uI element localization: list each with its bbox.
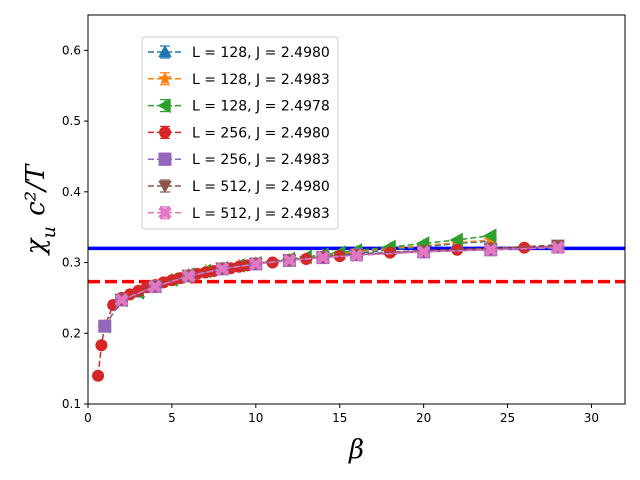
y-axis-label-sub: u [38, 226, 60, 238]
data-point [282, 253, 297, 268]
legend-marker [158, 44, 172, 58]
legend-label: L = 128, J = 2.4978 [192, 99, 330, 115]
legend-marker [158, 206, 172, 220]
legend-label: L = 256, J = 2.4980 [192, 125, 330, 141]
data-point [484, 243, 498, 257]
series-layer [92, 228, 565, 382]
data-point [449, 232, 463, 248]
legend-label: L = 128, J = 2.4980 [192, 45, 330, 61]
x-axis-ticks: 0 5 10 15 20 25 30 [84, 404, 599, 425]
y-tick-label: 0.6 [62, 43, 81, 57]
legend-entry: L = 512, J = 2.4980 [148, 179, 330, 195]
data-point [98, 319, 112, 333]
data-point [416, 245, 431, 259]
data-point [92, 369, 105, 382]
x-tick-label: 30 [584, 411, 599, 425]
data-point [215, 262, 230, 276]
legend-label: L = 128, J = 2.4983 [192, 72, 330, 88]
data-point [148, 279, 162, 294]
y-tick-label: 0.1 [62, 397, 81, 411]
x-tick-label: 25 [500, 411, 515, 425]
x-tick-label: 0 [84, 411, 92, 425]
series-7 [114, 240, 565, 307]
y-axis-label-rest: c²/T [21, 163, 51, 224]
data-point [249, 257, 263, 271]
data-point [95, 339, 108, 352]
legend-box [141, 36, 339, 230]
data-point [114, 293, 129, 307]
y-axis-ticks: 0.1 0.2 0.3 0.4 0.5 0.6 [62, 43, 88, 411]
legend-marker [157, 98, 171, 113]
legend-marker [158, 180, 172, 194]
legend-marker [158, 71, 172, 85]
legend-label: L = 512, J = 2.4980 [192, 179, 330, 195]
x-axis-label: β [348, 435, 364, 465]
x-tick-label: 10 [248, 411, 263, 425]
legend-entry: L = 256, J = 2.4980 [148, 125, 330, 141]
legend-label: L = 256, J = 2.4983 [192, 152, 330, 168]
data-point [349, 248, 364, 263]
y-tick-label: 0.4 [62, 185, 81, 199]
y-axis-label-main: χ [21, 236, 51, 256]
data-point [316, 250, 330, 265]
legend-entry: L = 128, J = 2.4983 [148, 71, 330, 88]
legend-marker [159, 126, 171, 139]
legend-label: L = 512, J = 2.4983 [192, 206, 330, 222]
data-point [483, 228, 497, 244]
legend-entry: L = 512, J = 2.4983 [148, 206, 330, 222]
legend-marker [158, 152, 172, 166]
legend-entry: L = 128, J = 2.4980 [148, 44, 330, 61]
y-axis-label: χu c²/T [21, 163, 60, 256]
x-tick-label: 5 [168, 411, 176, 425]
x-tick-label: 20 [416, 411, 431, 425]
legend: L = 128, J = 2.4980 L = 128, J = 2.4983 L … [141, 36, 339, 230]
x-tick-label: 15 [332, 411, 347, 425]
legend-entry: L = 128, J = 2.4978 [148, 98, 330, 115]
axes-frame [87, 14, 626, 405]
y-tick-label: 0.2 [62, 326, 81, 340]
data-point [551, 240, 565, 255]
legend-entry: L = 256, J = 2.4983 [148, 152, 330, 168]
data-point [181, 269, 196, 283]
y-tick-label: 0.5 [62, 114, 81, 128]
y-tick-label: 0.3 [62, 256, 81, 270]
